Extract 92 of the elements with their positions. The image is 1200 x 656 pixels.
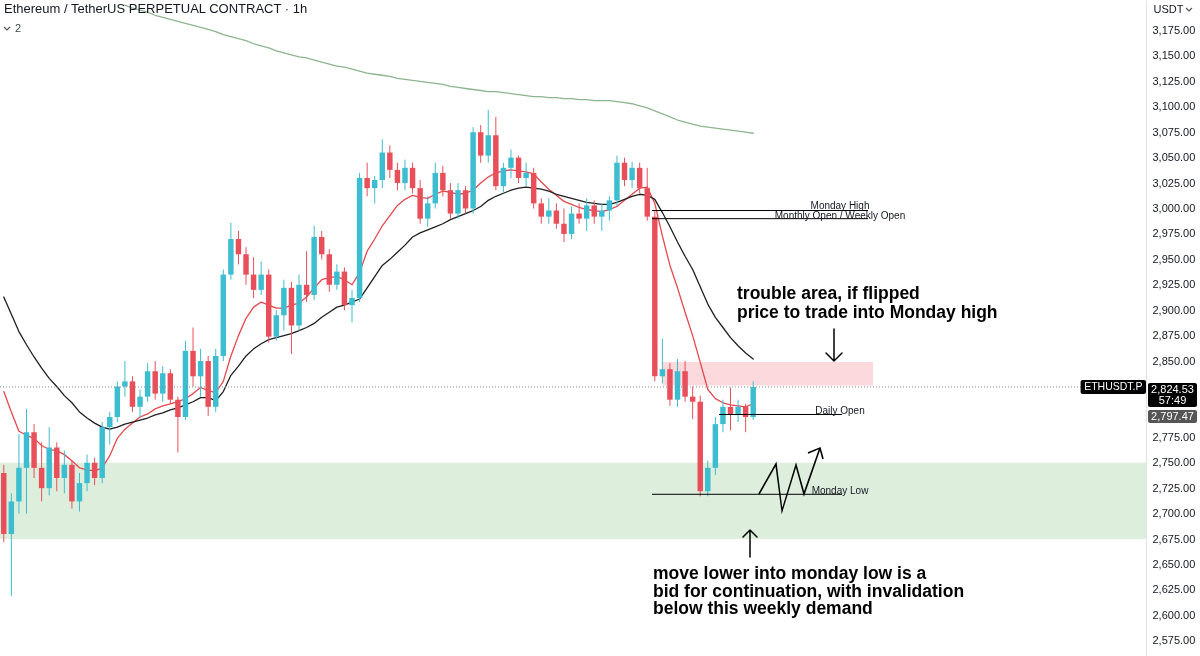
candlestick <box>137 389 143 418</box>
y-tick-label: 3,000.00 <box>1152 202 1196 214</box>
candlestick <box>629 161 635 189</box>
candlestick <box>371 175 378 204</box>
y-tick-label: 2,725.00 <box>1152 481 1196 494</box>
y-tick-label: 3,150.00 <box>1152 49 1196 62</box>
candlestick <box>508 149 514 179</box>
y-tick-label: 2,875.00 <box>1152 329 1196 342</box>
candlestick <box>546 197 552 225</box>
candlestick <box>250 256 257 299</box>
y-tick-label: 3,050.00 <box>1152 151 1196 164</box>
candlestick <box>515 155 522 184</box>
candlestick <box>561 208 567 243</box>
y-tick-label: 2,625.00 <box>1152 583 1196 596</box>
candlestick <box>175 396 181 454</box>
candlestick <box>591 199 597 225</box>
y-tick-label: 2,675.00 <box>1152 532 1196 545</box>
y-tick-label: 3,175.00 <box>1152 24 1196 37</box>
y-tick-label: 2,775.00 <box>1152 430 1196 443</box>
y-tick-label: 3,100.00 <box>1152 100 1196 113</box>
candlestick <box>122 360 128 398</box>
y-tick-label: 3,075.00 <box>1152 125 1196 138</box>
y-tick-label: 2,575.00 <box>1152 634 1196 647</box>
candlestick <box>583 197 590 232</box>
y-tick-label: 2,600.00 <box>1152 608 1196 621</box>
candlestick <box>621 157 628 187</box>
candlestick <box>553 202 560 230</box>
candlestick <box>243 246 249 286</box>
chart-title: Ethereum / TetherUS PERPETUAL CONTRACT · 1h <box>4 1 308 16</box>
ref-line-label: Daily Open <box>815 405 865 417</box>
candlestick <box>727 387 734 431</box>
candlestick <box>160 365 166 403</box>
candlestick <box>523 162 529 187</box>
candlestick <box>636 162 643 194</box>
candlestick <box>387 144 393 179</box>
candlestick <box>409 162 416 194</box>
y-tick-label: 3,025.00 <box>1152 176 1196 189</box>
candlestick <box>84 454 90 492</box>
y-tick-label: 2,900.00 <box>1152 303 1196 316</box>
candlestick <box>599 202 605 232</box>
candlestick <box>152 360 158 401</box>
text: 2,824.53 57:49 <box>1151 383 1194 406</box>
candlestick <box>720 399 726 433</box>
candlestick <box>455 182 461 220</box>
ref-line-label: Monday Low <box>811 485 870 497</box>
candlestick <box>364 162 370 197</box>
y-tick-label: 2,750.00 <box>1152 456 1196 469</box>
ref-line-label: Monday High <box>810 199 870 211</box>
y-tick-label: 2,850.00 <box>1152 354 1196 367</box>
y-tick-label: 2,700.00 <box>1152 507 1196 520</box>
candlestick <box>107 411 113 445</box>
candlestick <box>735 399 741 423</box>
candlestick <box>705 460 711 497</box>
candlestick <box>538 197 544 225</box>
candlestick <box>76 472 83 513</box>
candlestick <box>319 230 325 260</box>
annotation: move lower into monday low is a bid for continuation, with invalidation below this weekly demand <box>653 563 965 618</box>
candlestick <box>38 441 45 502</box>
candlestick <box>197 348 204 398</box>
candlestick <box>576 202 582 225</box>
candlestick <box>477 124 484 164</box>
candlestick <box>447 182 454 220</box>
annotation: 2 <box>15 22 22 34</box>
y-tick-label: 2,950.00 <box>1152 252 1196 265</box>
candlestick <box>273 309 280 342</box>
y-tick-label: 2,925.00 <box>1152 278 1196 291</box>
candlestick <box>349 289 355 323</box>
ref-line-label: ETHUSDT.P <box>1084 380 1143 393</box>
candlestick <box>235 230 242 265</box>
line-series <box>124 4 754 134</box>
annotation: trouble area, if flipped price to trade into Monday high <box>737 283 998 322</box>
candlestick <box>485 109 491 164</box>
candlestick <box>91 457 98 486</box>
candlestick <box>500 162 507 194</box>
candlestick <box>606 195 613 222</box>
candlestick <box>394 162 401 191</box>
candlestick <box>424 195 431 228</box>
y-axis-title: USDT <box>1153 2 1184 15</box>
text: 2,797.47 <box>1151 410 1194 422</box>
candlestick <box>440 165 446 197</box>
y-tick-label: 2,650.00 <box>1152 557 1196 570</box>
candlestick <box>462 185 469 215</box>
ref-line-label: Monthly Open / Weekly Open <box>774 209 906 221</box>
candlestick <box>303 250 310 303</box>
candlestick <box>659 338 666 384</box>
y-tick-label: 2,975.00 <box>1152 227 1196 240</box>
candlestick <box>568 205 575 240</box>
candlestick <box>334 263 340 291</box>
candlestick <box>258 260 264 296</box>
candlestick <box>61 450 68 494</box>
candlestick <box>402 159 408 191</box>
y-tick-label: 3,125.00 <box>1152 74 1196 87</box>
